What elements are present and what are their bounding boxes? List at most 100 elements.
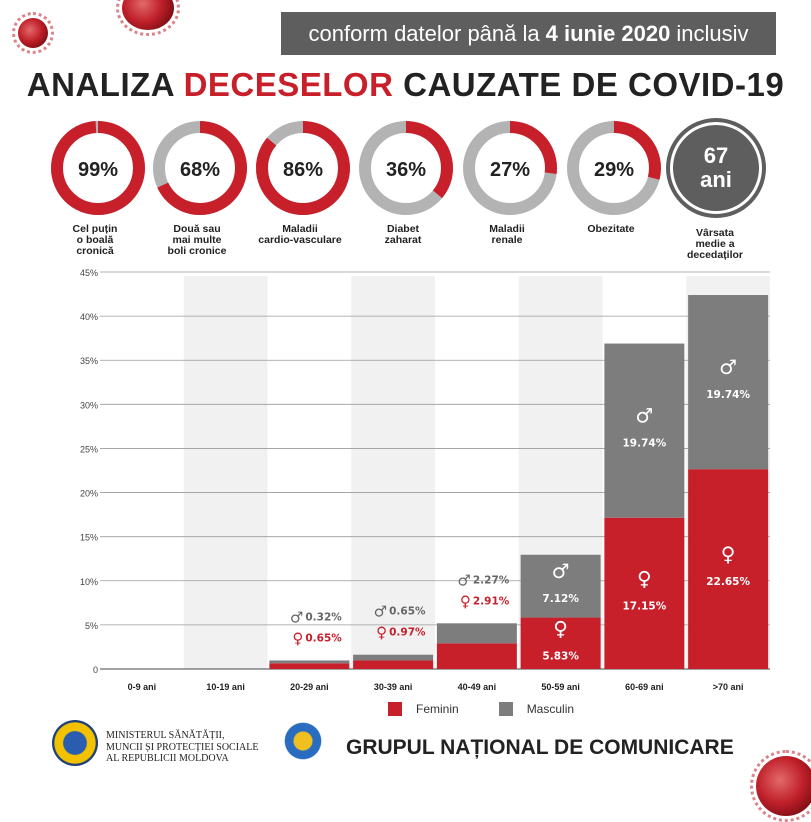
y-tick-label: 40% xyxy=(80,312,98,322)
virus-decoration-bottom-right xyxy=(750,750,811,822)
masculin-data-label: 19.74% xyxy=(706,389,750,401)
y-tick-label: 15% xyxy=(80,533,98,543)
legend-item-feminin: Feminin xyxy=(388,702,459,716)
x-tick-label: 0-9 ani xyxy=(128,682,157,692)
ministry-name: MINISTERUL SĂNĂTĂȚII, MUNCII ȘI PROTECȚI… xyxy=(106,730,259,765)
feminin-data-label: 0.65% xyxy=(305,632,342,644)
female-symbol-icon: ♀ xyxy=(460,592,471,610)
virus-decoration-top xyxy=(116,0,180,36)
group-emblem-icon xyxy=(282,720,324,762)
ring-label-line: cronică xyxy=(76,245,114,257)
y-tick-label: 30% xyxy=(80,400,98,410)
ring-value: 68% xyxy=(180,159,220,181)
ring-gauge: 36% xyxy=(359,121,453,215)
ring-fill xyxy=(51,121,145,215)
ring-gauge: 27% xyxy=(463,121,557,215)
average-age-label: Vârsata medie a decedaților xyxy=(670,228,760,261)
y-tick-label: 35% xyxy=(80,356,98,366)
ring-value: 36% xyxy=(386,159,426,181)
ring-value: 29% xyxy=(594,159,634,181)
ring-gauge: 68% xyxy=(153,121,247,215)
ministry-line: AL REPUBLICII MOLDOVA xyxy=(106,753,229,764)
date-suffix: inclusiv xyxy=(676,20,749,46)
stat-ring-2: 68% Două sau mai multe boli cronice xyxy=(152,120,247,257)
bar-masculin xyxy=(520,554,601,618)
chart-legend: Feminin Masculin xyxy=(388,702,574,716)
ring-gauge: 86% xyxy=(256,121,350,215)
male-symbol-icon: ♂ xyxy=(552,559,570,583)
feminin-data-label: 17.15% xyxy=(623,600,667,612)
ring-value: 86% xyxy=(283,159,323,181)
deaths-by-age-chart: 0 5% 10% 15% 20% 25% 30% 35% 40% 45% 0-9 ani 10-19 … xyxy=(80,268,770,692)
legend-label-feminin: Feminin xyxy=(416,702,459,716)
stat-ring-6: 29% Obezitate xyxy=(566,120,661,235)
average-age-label-line: Vârsata xyxy=(696,227,734,239)
title-highlight: DECESELOR xyxy=(183,66,394,103)
ring-label-line: Maladii xyxy=(282,223,318,235)
feminin-data-label: 2.91% xyxy=(473,595,510,607)
female-symbol-icon: ♀ xyxy=(376,624,387,642)
bar-masculin xyxy=(353,654,434,661)
bar-feminin xyxy=(604,517,685,669)
x-tick-label: >70 ani xyxy=(713,682,744,692)
female-symbol-icon: ♀ xyxy=(292,629,303,647)
legend-item-masculin: Masculin xyxy=(498,702,575,716)
ring-label-line: cardio-vasculare xyxy=(258,234,342,246)
bar-feminin xyxy=(269,663,350,669)
male-symbol-icon: ♂ xyxy=(290,608,303,626)
ring-label-line: o boală xyxy=(76,234,114,246)
y-tick-label: 45% xyxy=(80,268,98,278)
title-part2: CAUZATE DE COVID-19 xyxy=(403,66,785,103)
feminin-data-label: 22.65% xyxy=(706,576,750,588)
x-tick-label: 60-69 ani xyxy=(625,682,664,692)
bar-masculin xyxy=(604,343,685,518)
ring-fill xyxy=(463,121,557,215)
date-prefix: conform datelor până la xyxy=(308,20,540,46)
x-tick-label: 20-29 ani xyxy=(290,682,329,692)
ministry-line: MUNCII ȘI PROTECȚIEI SOCIALE xyxy=(106,741,259,753)
virus-decoration-top-left xyxy=(12,12,54,54)
ring-gauge: 29% xyxy=(567,121,661,215)
masculin-data-label: 19.74% xyxy=(623,438,667,450)
average-age-disc: 67 ani xyxy=(670,122,762,214)
y-tick-label: 10% xyxy=(80,577,98,587)
ring-fill xyxy=(359,121,453,215)
ministry-line: MINISTERUL SĂNĂTĂȚII, xyxy=(106,730,225,741)
ring-fill xyxy=(153,121,247,215)
column-band xyxy=(351,276,435,669)
ring-label-line: Cel puțin xyxy=(72,223,118,235)
stat-ring-5: 27% Maladii renale xyxy=(462,120,557,246)
average-age-unit: ani xyxy=(700,167,732,192)
bar-feminin xyxy=(436,643,517,669)
page-title: ANALIZA DECESELOR CAUZATE DE COVID-19 xyxy=(0,66,811,104)
female-symbol-icon: ♀ xyxy=(721,542,736,566)
masculin-data-label: 2.27% xyxy=(473,574,510,586)
masculin-data-label: 0.32% xyxy=(305,611,342,623)
stat-ring-1: 99% Cel puțin o boală cronică xyxy=(50,120,145,257)
ring-label-line: Maladii xyxy=(489,223,525,235)
bar-masculin xyxy=(436,623,517,644)
x-tick-label: 50-59 ani xyxy=(541,682,580,692)
bar-feminin xyxy=(353,660,434,669)
group-name: GRUPUL NAȚIONAL DE COMUNICARE xyxy=(346,736,734,759)
bar-feminin xyxy=(520,617,601,669)
masculin-data-label: 7.12% xyxy=(542,593,579,605)
legend-label-masculin: Masculin xyxy=(526,702,575,716)
date-banner: conform datelor până la 4 iunie 2020 inc… xyxy=(281,12,776,55)
feminin-data-label: 5.83% xyxy=(542,650,579,662)
feminin-data-label: 0.97% xyxy=(389,627,426,639)
ring-label-line: Două sau xyxy=(173,223,221,235)
y-tick-label: 25% xyxy=(80,444,98,454)
ring-label: Obezitate xyxy=(566,224,656,235)
bar-feminin xyxy=(688,469,769,669)
ring-value: 27% xyxy=(490,159,530,181)
male-symbol-icon: ♂ xyxy=(719,355,737,379)
x-tick-label: 40-49 ani xyxy=(458,682,497,692)
ring-label-line: renale xyxy=(491,234,523,246)
ring-gauge: 99% xyxy=(51,121,145,215)
female-symbol-icon: ♀ xyxy=(637,566,652,590)
y-tick-label: 0 xyxy=(93,665,98,675)
male-symbol-icon: ♂ xyxy=(457,571,470,589)
female-symbol-icon: ♀ xyxy=(553,616,568,640)
ring-label-line: zaharat xyxy=(384,234,422,246)
